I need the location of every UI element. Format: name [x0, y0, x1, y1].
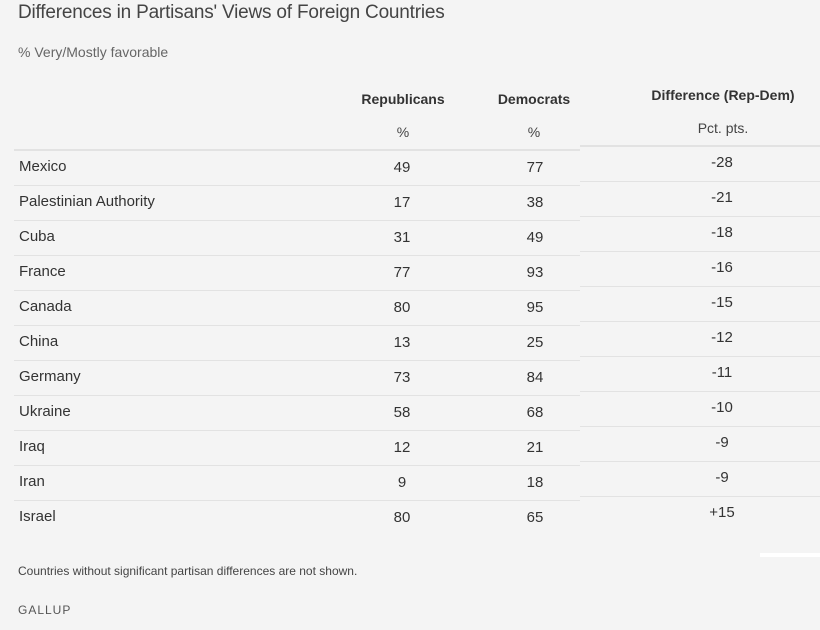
scroll-indicator — [760, 553, 820, 557]
table-row: Mexico 49 77 -28 — [14, 146, 820, 185]
democrats-value: 84 — [526, 369, 544, 386]
table-row: France 77 93 -16 — [14, 251, 820, 290]
source-label: GALLUP — [18, 603, 72, 617]
table-row: Iran 9 18 -9 — [14, 461, 820, 500]
chart-subtitle: % Very/Mostly favorable — [18, 44, 169, 60]
row-divider — [14, 290, 580, 291]
difference-value: -11 — [711, 364, 733, 381]
table-row: Canada 80 95 -15 — [14, 286, 820, 325]
republicans-value: 80 — [393, 509, 411, 526]
row-divider — [14, 465, 580, 466]
table-row: Germany 73 84 -11 — [14, 356, 820, 395]
difference-value: -16 — [711, 259, 733, 276]
country-name: Iraq — [19, 438, 45, 455]
democrats-value: 21 — [526, 439, 544, 456]
difference-value: -21 — [711, 189, 733, 206]
republicans-value: 31 — [393, 229, 411, 246]
row-divider — [14, 325, 580, 326]
row-divider — [14, 360, 580, 361]
difference-value: -9 — [715, 469, 729, 486]
republicans-value: 17 — [393, 194, 411, 211]
country-name: France — [19, 263, 66, 280]
row-divider-right — [580, 181, 820, 182]
unit-democrats: % — [527, 124, 541, 140]
difference-value: -12 — [711, 329, 733, 346]
country-name: Canada — [19, 298, 72, 315]
header-republicans: Republicans — [361, 91, 445, 107]
democrats-value: 18 — [526, 474, 544, 491]
country-name: China — [19, 333, 59, 350]
democrats-value: 68 — [526, 404, 544, 421]
democrats-value: 49 — [526, 229, 544, 246]
row-divider-right — [580, 286, 820, 287]
row-divider-right — [580, 461, 820, 462]
country-name: Mexico — [19, 158, 67, 175]
row-divider-right — [580, 216, 820, 217]
table-row: Ukraine 58 68 -10 — [14, 391, 820, 430]
country-name: Ukraine — [19, 403, 71, 420]
difference-value: -18 — [711, 224, 733, 241]
unit-difference: Pct. pts. — [697, 120, 749, 136]
row-divider-right — [580, 426, 820, 427]
country-name: Israel — [19, 508, 56, 525]
row-divider-right — [580, 496, 820, 497]
row-divider-right — [580, 391, 820, 392]
row-divider — [14, 220, 580, 221]
row-divider — [14, 150, 580, 151]
table-row: Israel 80 65 +15 — [14, 496, 820, 535]
country-name: Cuba — [19, 228, 55, 245]
header-divider-right — [580, 145, 820, 146]
country-name: Germany — [19, 368, 81, 385]
republicans-value: 13 — [393, 334, 411, 351]
democrats-value: 38 — [526, 194, 544, 211]
republicans-value: 49 — [393, 159, 411, 176]
table-row: Iraq 12 21 -9 — [14, 426, 820, 465]
republicans-value: 58 — [393, 404, 411, 421]
footnote: Countries without significant partisan d… — [18, 564, 358, 578]
democrats-value: 93 — [526, 264, 544, 281]
table-row: China 13 25 -12 — [14, 321, 820, 360]
difference-value: -10 — [711, 399, 733, 416]
country-name: Palestinian Authority — [19, 193, 155, 210]
democrats-value: 65 — [526, 509, 544, 526]
row-divider — [14, 185, 580, 186]
header-divider — [14, 149, 580, 150]
democrats-value: 77 — [526, 159, 544, 176]
country-name: Iran — [19, 473, 45, 490]
republicans-value: 80 — [393, 299, 411, 316]
democrats-value: 25 — [526, 334, 544, 351]
row-divider — [14, 430, 580, 431]
row-divider-right — [580, 146, 820, 147]
difference-value: +15 — [709, 504, 735, 521]
difference-value: -28 — [711, 154, 733, 171]
row-divider — [14, 395, 580, 396]
democrats-value: 95 — [526, 299, 544, 316]
chart-title: Differences in Partisans' Views of Forei… — [18, 2, 445, 23]
row-divider-right — [580, 356, 820, 357]
row-divider-right — [580, 251, 820, 252]
republicans-value: 77 — [393, 264, 411, 281]
row-divider — [14, 255, 580, 256]
republicans-value: 12 — [393, 439, 411, 456]
unit-republicans: % — [396, 124, 410, 140]
row-divider — [14, 500, 580, 501]
row-divider-right — [580, 321, 820, 322]
difference-value: -9 — [715, 434, 729, 451]
republicans-value: 73 — [393, 369, 411, 386]
difference-value: -15 — [711, 294, 733, 311]
table-row: Palestinian Authority 17 38 -21 — [14, 181, 820, 220]
header-difference: Difference (Rep-Dem) — [651, 87, 795, 103]
republicans-value: 9 — [397, 474, 407, 491]
header-democrats: Democrats — [497, 91, 571, 107]
table-row: Cuba 31 49 -18 — [14, 216, 820, 255]
